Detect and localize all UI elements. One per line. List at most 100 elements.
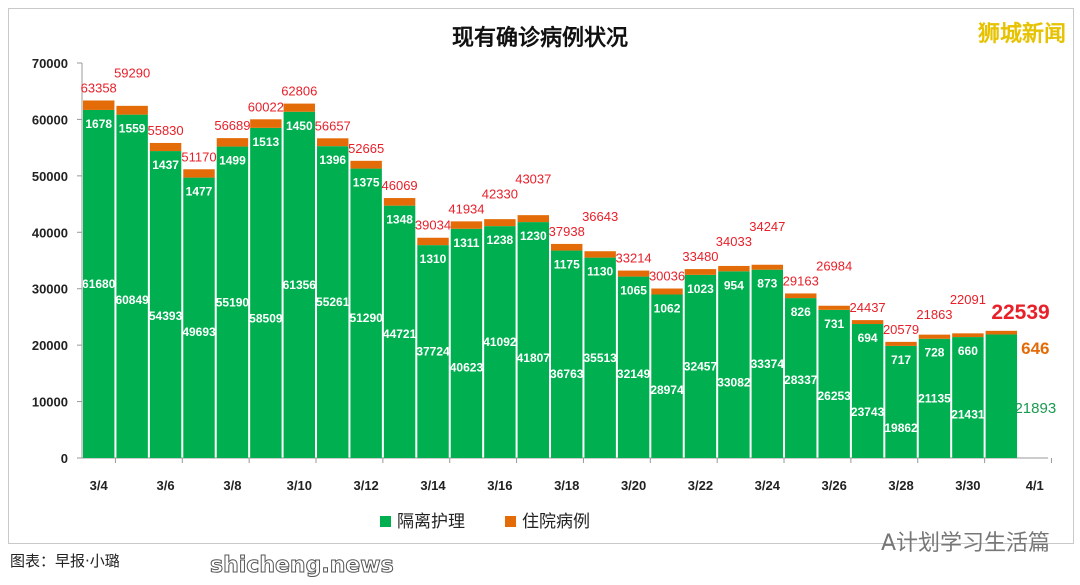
hospital-label: 1062: [654, 302, 681, 316]
source-note: 图表：早报·小璐: [10, 552, 120, 570]
isolation-label: 21135: [918, 391, 951, 405]
total-label: 30036: [649, 269, 685, 284]
x-tick-label: 3/4: [90, 478, 109, 493]
bar-isolation: [183, 177, 215, 459]
isolation-label: 33374: [751, 357, 785, 371]
total-label: 63358: [81, 80, 117, 95]
y-tick-label: 60000: [32, 112, 68, 127]
total-label: 39034: [415, 218, 451, 233]
y-tick-label: 70000: [32, 56, 68, 71]
hospital-label: 1175: [554, 258, 580, 272]
hospital-label: 1130: [587, 265, 613, 279]
hospital-label: 1348: [386, 213, 413, 227]
y-tick-label: 50000: [32, 169, 68, 184]
x-tick-label: 3/14: [420, 478, 446, 493]
legend-item-isolation: 隔离护理: [380, 507, 465, 532]
isolation-label: 40623: [450, 361, 484, 375]
isolation-label: 44721: [383, 327, 417, 341]
y-tick-label: 20000: [32, 338, 68, 353]
total-label: 59290: [114, 65, 150, 80]
bar-isolation: [283, 111, 316, 458]
hospital-label: 1065: [620, 284, 647, 298]
legend-item-hospital: 住院病例: [505, 507, 590, 532]
legend: 隔离护理 住院病例: [380, 507, 590, 532]
total-label: 33480: [682, 249, 718, 264]
bar-hospital: [651, 288, 683, 295]
bar-isolation: [417, 245, 449, 458]
x-tick-label: 3/24: [755, 478, 781, 493]
total-label: 51170: [181, 149, 216, 164]
isolation-label: 60849: [115, 293, 149, 307]
x-tick-label: 3/22: [688, 478, 713, 493]
isolation-label: 26253: [817, 389, 851, 403]
isolation-label: 58509: [249, 311, 283, 325]
bar-isolation: [517, 222, 550, 458]
hospital-label: 1450: [286, 119, 313, 133]
hospital-label: 660: [958, 344, 978, 358]
bar-isolation: [317, 146, 349, 458]
total-label: 55830: [147, 123, 183, 138]
bar-hospital: [83, 100, 115, 110]
legend-label-isolation: 隔离护理: [397, 512, 465, 532]
isolation-label: 21893: [1014, 400, 1056, 417]
bar-hospital: [116, 105, 148, 115]
isolation-label: 55261: [316, 295, 350, 309]
hospital-label: 1499: [219, 154, 246, 168]
isolation-label: 23743: [851, 405, 885, 419]
isolation-label: 36763: [550, 367, 584, 381]
bar-hospital: [617, 270, 650, 277]
bar-hospital: [417, 237, 449, 246]
bar-hospital: [818, 305, 850, 310]
bar-isolation: [116, 114, 148, 458]
hospital-label: 1437: [152, 158, 179, 172]
total-label: 21863: [916, 307, 952, 322]
isolation-label: 28974: [650, 383, 684, 397]
chart-title: 现有确诊病例状况: [451, 26, 628, 51]
bar-isolation: [885, 345, 917, 458]
bar-hospital: [149, 142, 182, 152]
bar-hospital: [684, 269, 717, 275]
hospital-label: 1559: [119, 122, 146, 136]
total-label: 52665: [348, 141, 384, 156]
bar-hospital: [383, 198, 416, 206]
brand-logo: 狮城新闻: [977, 22, 1066, 47]
y-tick-label: 0: [61, 451, 68, 466]
bar-isolation: [216, 146, 249, 458]
hospital-label: 826: [791, 305, 811, 319]
total-label: 37938: [549, 224, 585, 239]
isolation-label: 61356: [283, 278, 317, 292]
total-label: 33214: [616, 251, 652, 266]
total-label: 46069: [382, 178, 418, 193]
x-tick-label: 3/10: [287, 478, 312, 493]
bar-isolation: [851, 324, 884, 458]
bar-hospital: [250, 119, 282, 128]
x-tick-label: 3/18: [554, 478, 579, 493]
y-tick-label: 40000: [32, 225, 68, 240]
bar-hospital: [918, 334, 951, 339]
total-label: 34247: [749, 219, 785, 234]
legend-swatch-isolation: [380, 516, 391, 527]
y-tick-label: 30000: [32, 282, 68, 297]
x-tick-label: 3/8: [223, 478, 241, 493]
isolation-label: 21431: [951, 407, 985, 421]
x-tick-label: 3/6: [157, 478, 175, 493]
hospital-label: 646: [1021, 339, 1049, 358]
bar-isolation: [149, 151, 182, 459]
bar-hospital: [985, 330, 1018, 335]
total-label: 36643: [582, 209, 618, 224]
bar-hospital: [350, 160, 382, 169]
isolation-label: 61680: [82, 277, 116, 291]
bar-isolation: [83, 109, 115, 458]
hospital-label: 717: [891, 353, 911, 367]
bar-hospital: [484, 219, 516, 227]
hospital-label: 1396: [319, 153, 346, 167]
total-label: 34033: [716, 234, 752, 249]
hospital-label: 1513: [253, 135, 280, 149]
total-label: 56657: [315, 118, 351, 133]
total-label: 60022: [248, 99, 284, 114]
isolation-label: 54393: [149, 309, 183, 323]
hospital-label: 1311: [453, 236, 479, 250]
hospital-label: 873: [757, 277, 777, 291]
total-label: 22539: [991, 301, 1049, 324]
bar-hospital: [718, 265, 750, 272]
